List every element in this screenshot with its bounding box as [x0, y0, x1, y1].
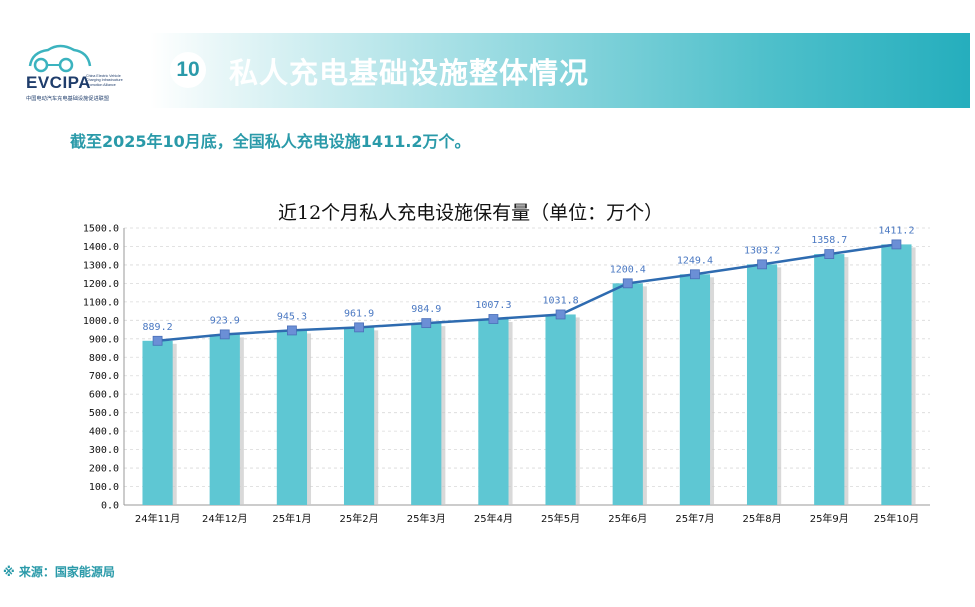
data-point-marker [555, 309, 566, 320]
y-tick-label: 1500.0 [83, 224, 119, 235]
data-label: 1031.8 [543, 295, 579, 306]
y-tick-label: 1300.0 [83, 260, 119, 271]
logo-text: EVCIPA [26, 73, 92, 92]
car-plug-icon [28, 44, 92, 73]
chart-title: 近12个月私人充电设施保有量（单位：万个） [278, 202, 664, 224]
data-point-marker [354, 322, 364, 333]
y-tick-label: 200.0 [89, 464, 119, 475]
logo-subtitle-cn: 中国电动汽车充电基础设施促进联盟 [26, 96, 110, 102]
bar [478, 318, 509, 505]
data-point-marker [757, 259, 767, 270]
data-label: 984.9 [411, 304, 441, 315]
data-label: 961.9 [344, 308, 374, 319]
x-tick-label: 24年11月 [135, 512, 180, 525]
data-label: 1200.4 [610, 264, 646, 275]
data-label: 945.3 [277, 311, 307, 322]
data-point-marker [287, 325, 297, 336]
x-tick-label: 25年10月 [874, 512, 919, 525]
bar [814, 254, 845, 505]
y-tick-label: 1400.0 [83, 242, 119, 253]
data-point-marker [421, 318, 432, 329]
bar [411, 323, 442, 505]
x-tick-label: 25年4月 [474, 512, 513, 525]
x-tick-label: 24年12月 [202, 512, 247, 525]
data-point-marker [690, 269, 700, 280]
y-tick-label: 0.0 [101, 501, 119, 512]
x-tick-label: 25年7月 [675, 512, 714, 525]
y-tick-label: 600.0 [89, 390, 119, 401]
bar [881, 244, 912, 505]
data-label: 1411.2 [878, 225, 914, 236]
bar [343, 327, 375, 505]
y-tick-label: 1100.0 [83, 297, 119, 308]
data-label: 889.2 [143, 322, 173, 333]
x-tick-label: 25年5月 [541, 512, 580, 525]
data-point-marker [488, 314, 499, 324]
data-point-marker [891, 239, 902, 250]
x-tick-label: 25年3月 [407, 512, 446, 525]
source-note: ※ 来源：国家能源局 [3, 565, 115, 579]
y-tick-label: 100.0 [89, 482, 119, 493]
data-point-marker [622, 278, 633, 289]
bar [746, 264, 778, 505]
y-tick-label: 1000.0 [83, 316, 119, 327]
data-point-marker [219, 329, 230, 340]
x-tick-label: 25年8月 [743, 512, 782, 525]
bar [142, 340, 173, 505]
x-tick-label: 25年2月 [340, 512, 379, 525]
section-number-badge: 10 [170, 52, 206, 88]
data-label: 923.9 [210, 315, 240, 326]
trend-line [157, 243, 897, 343]
y-tick-label: 1200.0 [83, 279, 119, 290]
data-label: 1358.7 [811, 235, 847, 246]
page-title: 私人充电基础设施整体情况 [229, 56, 590, 90]
x-tick-label: 25年6月 [608, 512, 647, 525]
bar [612, 283, 643, 505]
data-label: 1303.2 [744, 245, 780, 256]
y-tick-label: 300.0 [89, 445, 119, 456]
logo-subtitle-en: China Electric Vehicle Charging Infrastr… [86, 74, 123, 87]
y-tick-label: 900.0 [89, 334, 119, 345]
bar [545, 314, 576, 505]
y-tick-label: 400.0 [89, 427, 119, 438]
data-point-marker [152, 335, 163, 346]
x-tick-label: 25年1月 [272, 512, 311, 525]
y-tick-label: 700.0 [89, 371, 119, 382]
y-tick-label: 800.0 [89, 353, 119, 364]
data-point-marker [824, 249, 835, 259]
bar [209, 334, 240, 505]
bar [276, 330, 308, 505]
summary-text: 截至2025年10月底，全国私人充电设施1411.2万个。 [70, 132, 471, 151]
title-banner [150, 33, 970, 108]
bar [679, 274, 711, 505]
x-tick-label: 25年9月 [810, 512, 849, 525]
data-label: 1007.3 [475, 300, 511, 311]
data-label: 1249.4 [677, 255, 713, 266]
y-tick-label: 500.0 [89, 408, 119, 419]
evcipa-logo: EVCIPA China Electric Vehicle Charging I… [22, 40, 142, 110]
